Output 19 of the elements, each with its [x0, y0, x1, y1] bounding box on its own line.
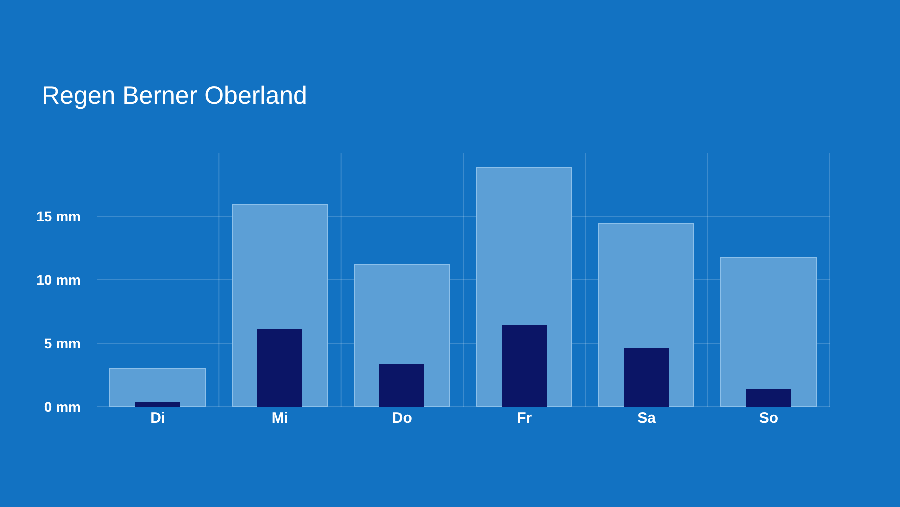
bar — [379, 364, 424, 407]
y-tick-label: 5 mm — [44, 335, 81, 352]
bar — [720, 257, 817, 407]
x-tick-label: Fr — [517, 410, 532, 427]
bar — [109, 368, 206, 407]
bar — [502, 325, 547, 407]
x-tick-label: So — [759, 410, 779, 427]
x-tick-label: Sa — [638, 410, 657, 427]
bar — [746, 389, 791, 407]
x-tick-label: Di — [150, 410, 166, 427]
bar — [135, 402, 180, 407]
bar — [624, 348, 669, 407]
bar — [257, 329, 302, 407]
y-tick-label: 15 mm — [36, 208, 81, 224]
y-tick-label: 0 mm — [44, 398, 81, 415]
x-tick-label: Do — [392, 410, 412, 427]
y-tick-label: 10 mm — [36, 272, 81, 288]
x-tick-label: Mi — [272, 410, 289, 427]
chart-title: Regen Berner Oberland — [42, 82, 308, 110]
